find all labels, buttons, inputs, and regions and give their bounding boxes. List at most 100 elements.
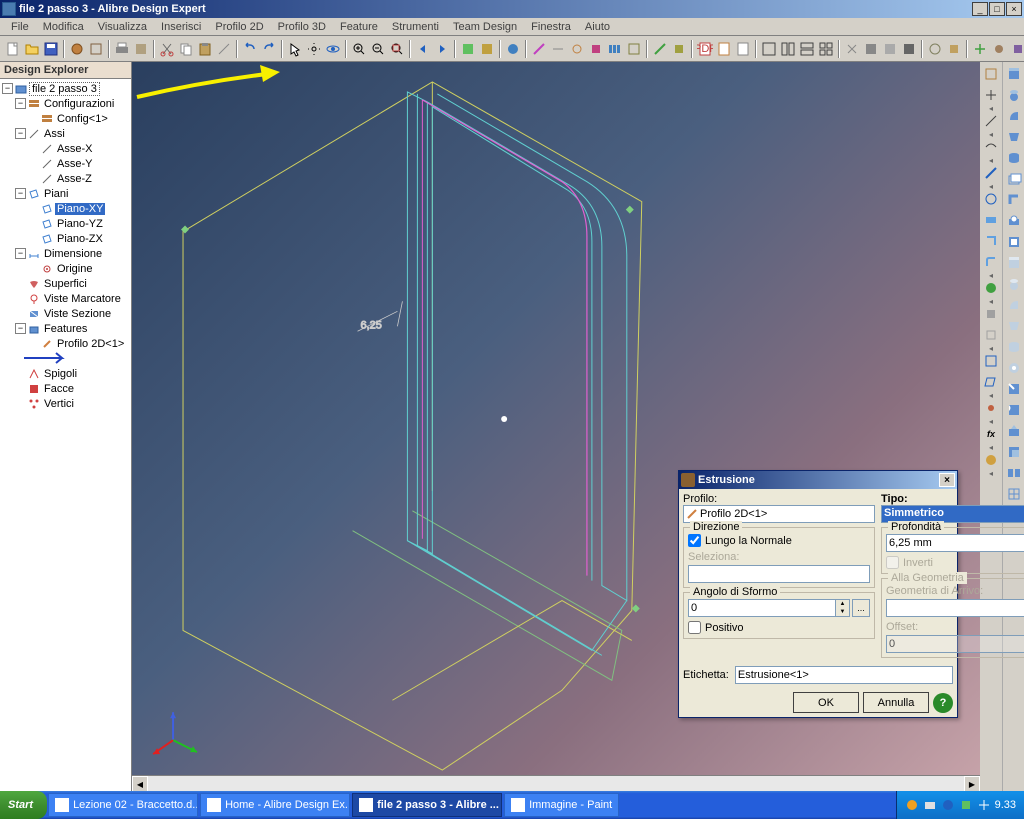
tree-config1[interactable]: Config<1>	[55, 113, 110, 125]
rtool-b16[interactable]	[1004, 379, 1024, 399]
paste-button[interactable]	[196, 39, 214, 59]
tool-q[interactable]	[734, 39, 752, 59]
tool-r[interactable]	[760, 39, 778, 59]
rtool-b14[interactable]	[1004, 337, 1024, 357]
rtool-3[interactable]	[981, 111, 1001, 131]
profondita-input[interactable]	[886, 534, 1024, 552]
view-prev-button[interactable]	[414, 39, 432, 59]
tool-p[interactable]	[715, 39, 733, 59]
rtool-11[interactable]	[981, 304, 1001, 324]
tool-n[interactable]	[651, 39, 669, 59]
print-button[interactable]	[113, 39, 131, 59]
menu-profilo2d[interactable]: Profilo 2D	[208, 20, 270, 34]
tree-vertici[interactable]: Vertici	[42, 398, 76, 410]
tree-facce[interactable]: Facce	[42, 383, 76, 395]
tool-h[interactable]	[530, 39, 548, 59]
help-button[interactable]: ?	[933, 693, 953, 713]
cut-button[interactable]	[158, 39, 176, 59]
rtool-13[interactable]	[981, 351, 1001, 371]
new-button[interactable]	[4, 39, 22, 59]
rtool-12[interactable]	[981, 325, 1001, 345]
tree-vistesez[interactable]: Viste Sezione	[42, 308, 113, 320]
tool-ac[interactable]	[990, 39, 1008, 59]
tree-spigoli[interactable]: Spigoli	[42, 368, 79, 380]
hscroll-left[interactable]: ◀	[132, 776, 148, 792]
rtool-9[interactable]	[981, 252, 1001, 272]
rtool-b11[interactable]	[1004, 274, 1024, 294]
angolo-input[interactable]	[688, 599, 836, 617]
tree-piani[interactable]: Piani	[42, 188, 70, 200]
rtool-16[interactable]: fx	[981, 424, 1001, 444]
maximize-button[interactable]: □	[989, 2, 1005, 16]
menu-file[interactable]: File	[4, 20, 36, 34]
select-button[interactable]	[286, 39, 304, 59]
tool-w[interactable]	[862, 39, 880, 59]
rtool-b15[interactable]	[1004, 358, 1024, 378]
clock[interactable]: 9.33	[995, 799, 1016, 811]
rtool-b12[interactable]	[1004, 295, 1024, 315]
rtool-b18[interactable]	[1004, 421, 1024, 441]
tray-icon[interactable]	[977, 798, 991, 812]
task-button-1[interactable]: Lezione 02 - Braccetto.d...	[48, 793, 198, 817]
tray-icon[interactable]	[905, 798, 919, 812]
menu-strumenti[interactable]: Strumenti	[385, 20, 446, 34]
rtool-b5[interactable]	[1004, 148, 1024, 168]
save-button[interactable]	[42, 39, 60, 59]
tool-m[interactable]	[625, 39, 643, 59]
minimize-button[interactable]: _	[972, 2, 988, 16]
tray-icon[interactable]	[959, 798, 973, 812]
tree-assez[interactable]: Asse-Z	[55, 173, 94, 185]
tool-aa[interactable]	[945, 39, 963, 59]
tree-superfici[interactable]: Superfici	[42, 278, 89, 290]
zoom-fit-button[interactable]	[388, 39, 406, 59]
menu-modifica[interactable]: Modifica	[36, 20, 91, 34]
tool-ab[interactable]	[971, 39, 989, 59]
menu-teamdesign[interactable]: Team Design	[446, 20, 524, 34]
view-next-button[interactable]	[433, 39, 451, 59]
tree-pianoyz[interactable]: Piano-YZ	[55, 218, 105, 230]
task-button-4[interactable]: Immagine - Paint	[504, 793, 619, 817]
rtool-b6[interactable]	[1004, 169, 1024, 189]
rtool-15[interactable]	[981, 398, 1001, 418]
profilo-value[interactable]: Profilo 2D<1>	[700, 508, 767, 520]
menu-aiuto[interactable]: Aiuto	[578, 20, 617, 34]
zoom-in-button[interactable]	[350, 39, 368, 59]
tree-features[interactable]: Features	[42, 323, 89, 335]
copy-button[interactable]	[177, 39, 195, 59]
rtool-10[interactable]	[981, 278, 1001, 298]
positivo-checkbox[interactable]	[688, 621, 701, 634]
tool-v[interactable]	[843, 39, 861, 59]
tool-a[interactable]	[68, 39, 86, 59]
tool-f[interactable]	[478, 39, 496, 59]
tool-i[interactable]	[549, 39, 567, 59]
rtool-b19[interactable]	[1004, 442, 1024, 462]
tree-pianozx[interactable]: Piano-ZX	[55, 233, 105, 245]
menu-finestra[interactable]: Finestra	[524, 20, 578, 34]
tool-k[interactable]	[587, 39, 605, 59]
tree-assi[interactable]: Assi	[42, 128, 67, 140]
tree-toggle[interactable]: −	[15, 248, 26, 259]
rtool-b1[interactable]	[1004, 64, 1024, 84]
dialog-titlebar[interactable]: Estrusione ×	[679, 471, 957, 489]
tool-o[interactable]	[670, 39, 688, 59]
start-button[interactable]: Start	[0, 791, 47, 819]
tool-z[interactable]	[926, 39, 944, 59]
hscroll-track[interactable]	[148, 776, 964, 791]
tool-d[interactable]	[215, 39, 233, 59]
tray-icon[interactable]	[941, 798, 955, 812]
rtool-b13[interactable]	[1004, 316, 1024, 336]
rtool-b8[interactable]	[1004, 211, 1024, 231]
tree-origine[interactable]: Origine	[55, 263, 94, 275]
tree-toggle[interactable]: −	[15, 323, 26, 334]
export-pdf-button[interactable]: PDF	[696, 39, 714, 59]
tool-c[interactable]	[132, 39, 150, 59]
tree-root[interactable]: file 2 passo 3	[29, 82, 100, 96]
tool-e[interactable]	[459, 39, 477, 59]
undo-button[interactable]	[241, 39, 259, 59]
annulla-button[interactable]: Annulla	[863, 692, 929, 713]
menu-visualizza[interactable]: Visualizza	[91, 20, 154, 34]
rtool-7[interactable]	[981, 210, 1001, 230]
rtool-8[interactable]	[981, 231, 1001, 251]
tool-g[interactable]	[504, 39, 522, 59]
viewport-hscrollbar[interactable]: ◀ ▶	[132, 775, 980, 791]
